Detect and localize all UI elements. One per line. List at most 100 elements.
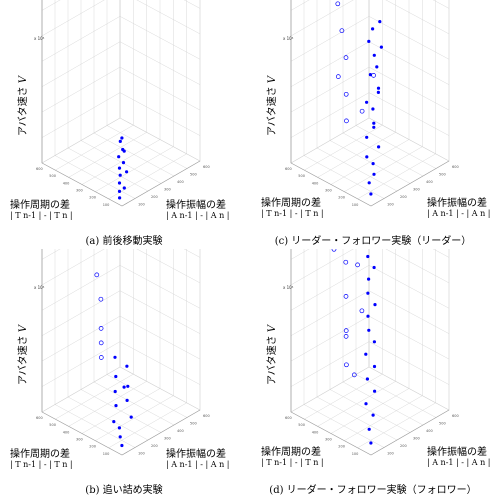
- data-point-dot: [371, 107, 375, 111]
- y-tick-label: 200: [151, 195, 158, 199]
- grid-line: [290, 249, 450, 260]
- y-tick-label: 200: [151, 444, 158, 448]
- scale-note-a: x 10⁴: [34, 36, 45, 41]
- data-point-dot: [371, 162, 375, 166]
- data-point-dot: [372, 364, 377, 369]
- amplitude-formula-c: | A n-1 | - | A n |: [427, 209, 491, 218]
- data-point-dot: [369, 441, 373, 445]
- y-axis-label-d: アバタ速さ V: [267, 324, 278, 385]
- data-point-dot: [375, 65, 379, 69]
- data-point-dot: [117, 189, 122, 193]
- floor-grid-line: [106, 374, 188, 418]
- grid-line: [41, 249, 201, 260]
- x-tick-label: 300: [325, 189, 332, 193]
- data-point-circle: [344, 362, 349, 368]
- x-tick-label: 200: [338, 196, 345, 200]
- x-tick-label: 500: [49, 423, 56, 427]
- data-point-dot: [121, 161, 126, 165]
- data-point-dot: [371, 413, 375, 417]
- data-point-dot: [372, 53, 376, 57]
- data-point-circle: [371, 73, 376, 78]
- x-tick-label: 200: [338, 445, 345, 449]
- data-point-dot: [367, 328, 371, 332]
- data-point-dot: [372, 172, 376, 176]
- y-tick-label: 200: [400, 444, 407, 448]
- amplitude-title-a: 操作振幅の差: [166, 200, 226, 211]
- grid-line: [290, 41, 450, 87]
- y-tick-label: 300: [413, 437, 420, 441]
- y-tick-label: 600: [452, 414, 459, 418]
- x-tick-label: 500: [49, 174, 56, 178]
- data-point-dot: [129, 415, 133, 419]
- y-tick-label: 300: [413, 188, 420, 192]
- scale-note-d: x 10⁴: [283, 285, 294, 290]
- data-point-dot: [122, 186, 126, 190]
- data-point-dot: [126, 384, 130, 388]
- y-tick-label: 500: [439, 173, 446, 177]
- y-tick-label: 600: [203, 414, 210, 418]
- data-point-dot: [365, 377, 369, 381]
- grid-line: [41, 0, 201, 11]
- grid-line: [41, 92, 201, 138]
- x-tick-label: 500: [298, 174, 305, 178]
- x-tick-label: 100: [352, 452, 359, 456]
- data-point-dot: [379, 45, 383, 49]
- period-formula-c: | T n-1 | - | T n |: [261, 209, 324, 218]
- data-point-dot: [120, 136, 124, 140]
- data-point-dot: [378, 20, 382, 24]
- data-point-dot: [366, 314, 370, 318]
- panel-b: 100 100 200 200 300 300 400 400 500 500 600 600 x 1…: [0, 249, 248, 497]
- grid-line: [290, 0, 450, 11]
- data-point-dot: [367, 39, 371, 44]
- scatter-3d-plot-a: 100 100 200 200 300 300 400 400 500 500 600 600: [36, 0, 210, 207]
- data-point-dot: [118, 435, 122, 439]
- data-point-dot: [125, 170, 129, 174]
- data-point-dot: [367, 277, 371, 281]
- data-point-circle: [344, 118, 349, 124]
- data-point-dot: [117, 181, 122, 185]
- x-tick-label: 300: [76, 438, 83, 442]
- data-point-dot: [372, 265, 376, 270]
- data-point-dot: [366, 291, 370, 295]
- y-tick-label: 500: [190, 422, 197, 426]
- data-point-dot: [113, 355, 117, 359]
- data-point-circle: [359, 108, 365, 114]
- x-tick-label: 200: [89, 196, 96, 200]
- period-formula-b: | T n-1 | - | T n |: [10, 460, 73, 469]
- grid-line: [290, 315, 450, 362]
- data-point-dot: [368, 73, 372, 77]
- grid-line: [290, 290, 450, 336]
- y-tick-label: 300: [164, 437, 171, 441]
- data-point-dot: [364, 352, 368, 356]
- period-title-a: 操作周期の差: [10, 200, 70, 211]
- data-point-dot: [118, 139, 122, 143]
- data-point-circle: [343, 334, 349, 339]
- grid-line: [41, 265, 201, 311]
- x-tick-label: 100: [352, 203, 359, 207]
- y-tick-label: 400: [177, 429, 184, 433]
- period-title-c: 操作周期の差: [261, 198, 321, 209]
- data-point-circle: [339, 28, 345, 34]
- data-point-dot: [365, 135, 369, 139]
- y-tick-label: 100: [138, 452, 145, 456]
- grid-line: [41, 315, 201, 362]
- floor-grid-line: [355, 374, 437, 418]
- period-label-d: 操作周期の差 | T n-1 | - | T n |: [261, 443, 324, 467]
- data-point-circle: [343, 259, 349, 265]
- floor-axes: [41, 409, 201, 456]
- grid-line: [290, 265, 450, 311]
- amplitude-title-d: 操作振幅の差: [427, 447, 487, 458]
- data-point-circle: [359, 308, 365, 314]
- data-point-dot: [372, 125, 376, 129]
- y-axis-label-c: アバタ速さ V: [267, 75, 278, 136]
- data-point-circle: [98, 355, 104, 360]
- period-formula-a: | T n-1 | - | T n |: [10, 211, 73, 220]
- amplitude-title-b: 操作振幅の差: [166, 449, 226, 460]
- y-tick-label: 600: [452, 165, 459, 169]
- period-label-c: 操作周期の差 | T n-1 | - | T n |: [261, 194, 324, 218]
- data-point-dot: [118, 173, 122, 177]
- data-point-dot: [376, 86, 381, 90]
- data-point-dot: [367, 427, 371, 431]
- amplitude-label-d: 操作振幅の差 | A n-1 | - | A n |: [427, 443, 490, 467]
- period-title-d: 操作周期の差: [261, 447, 321, 458]
